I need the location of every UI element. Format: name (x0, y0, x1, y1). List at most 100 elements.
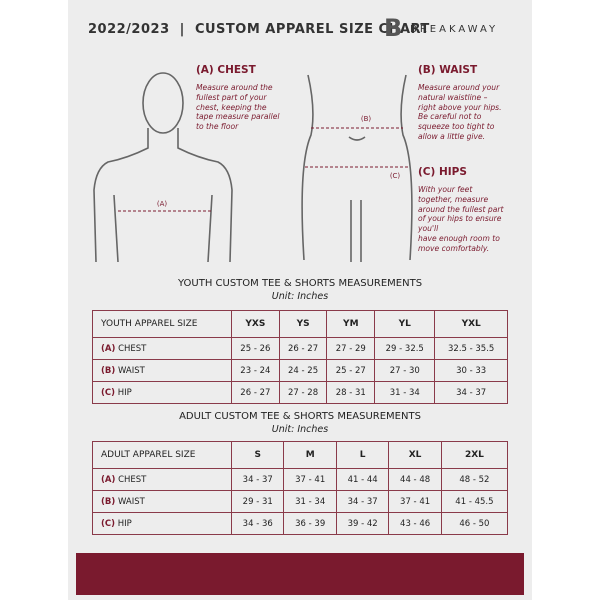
adult-table: ADULT APPAREL SIZE S M L XL 2XL (A) CHEST 34 - … (92, 441, 509, 535)
description-line: natural waistline – (418, 92, 488, 102)
chest-description: Measure around the fullest part of your ch… (196, 83, 280, 132)
row-name: CHEST (118, 343, 147, 354)
size-value: 34 - 37 (456, 387, 487, 398)
title: 2022/2023 | CUSTOM APPAREL SIZE CHART (88, 22, 430, 37)
size-row: (A) CHEST 34 - 37 37 - 41 41 - 44 44 - 48 48 … (92, 468, 509, 491)
waist-marker: (B) (361, 115, 372, 123)
size-value: 27 - 30 (389, 365, 420, 376)
logo-letter: B (384, 14, 403, 42)
size-cell: 32.5 - 35.5 (434, 337, 508, 360)
size-value: 46 - 50 (459, 518, 490, 529)
sheet: 2022/2023 | CUSTOM APPAREL SIZE CHART B … (68, 0, 532, 600)
waist-title: (B) WAIST (418, 64, 478, 76)
size-cell: 31 - 34 (283, 490, 337, 513)
header-cell: XL (388, 441, 442, 469)
size-row: (A) CHEST 25 - 26 26 - 27 27 - 29 29 - 32.5 3… (92, 337, 508, 360)
header-cell: L (335, 441, 390, 469)
figures: (A) (B) (C) (93, 72, 413, 263)
row-code: (A) (101, 474, 116, 485)
size-value: 44 - 48 (400, 474, 431, 485)
size-value: 26 - 27 (288, 343, 319, 354)
header-cell: ADULT APPAREL SIZE (92, 441, 232, 469)
size-cell: 39 - 42 (335, 512, 390, 535)
description-line: Be careful not to (418, 112, 482, 122)
youth-unit: Unit: Inches (271, 291, 329, 302)
size-cell: 36 - 39 (283, 512, 337, 535)
size-value: 41 - 45.5 (455, 496, 494, 507)
size-value: 26 - 27 (240, 387, 271, 398)
adult-unit: Unit: Inches (271, 424, 329, 435)
row-label: (A) CHEST (92, 468, 232, 491)
hips-description: With your feet together, measure around th… (418, 185, 503, 254)
header-cell: YM (326, 310, 376, 338)
description-line: have enough room to (418, 233, 500, 243)
header-text: 2XL (464, 450, 484, 460)
size-row: (B) WAIST 23 - 24 24 - 25 25 - 27 27 - 30 30 … (92, 359, 508, 382)
header-text: YXL (461, 319, 481, 329)
header-cell: YL (374, 310, 436, 338)
size-cell: 41 - 44 (335, 468, 390, 491)
size-row: (C) HIP 26 - 27 27 - 28 28 - 31 31 - 34 34 - … (92, 381, 508, 404)
size-cell: 27 - 30 (374, 359, 436, 382)
hip-marker: (C) (390, 172, 401, 180)
header-text: S (254, 450, 261, 460)
description-line: move comfortably. (418, 243, 490, 253)
size-value: 29 - 31 (242, 496, 273, 507)
size-value: 43 - 46 (400, 518, 431, 529)
row-label: (C) HIP (92, 512, 232, 535)
row-label: (B) WAIST (92, 359, 232, 382)
size-value: 28 - 31 (335, 387, 366, 398)
size-row: (B) WAIST 29 - 31 31 - 34 34 - 37 37 - 41 41 … (92, 490, 509, 513)
header-row: YOUTH APPAREL SIZE YXS YS YM YL YXL (92, 310, 508, 338)
description-line: squeeze too tight to (418, 122, 495, 132)
row-label: (C) HIP (92, 381, 232, 404)
size-cell: 24 - 25 (278, 359, 328, 382)
size-cell: 29 - 31 (230, 490, 285, 513)
chest-marker: (A) (157, 200, 168, 208)
size-cell: 25 - 26 (231, 337, 280, 360)
size-cell: 30 - 33 (434, 359, 508, 382)
size-value: 48 - 52 (459, 474, 490, 485)
row-name: WAIST (117, 365, 145, 376)
size-cell: 34 - 37 (335, 490, 390, 513)
description-line: tape measure parallel (196, 112, 280, 122)
size-value: 27 - 29 (335, 343, 366, 354)
adult-title: ADULT CUSTOM TEE & SHORTS MEASUREMENTS (179, 411, 421, 422)
size-value: 36 - 39 (295, 518, 326, 529)
size-cell: 44 - 48 (388, 468, 442, 491)
header-text: L (359, 450, 366, 460)
size-value: 32.5 - 35.5 (448, 343, 495, 354)
size-value: 37 - 41 (295, 474, 326, 485)
header-cell: 2XL (440, 441, 509, 469)
row-name: HIP (117, 518, 132, 529)
header-text: YXS (245, 319, 266, 329)
size-value: 31 - 34 (389, 387, 420, 398)
size-cell: 48 - 52 (440, 468, 509, 491)
description-line: chest, keeping the (196, 102, 267, 112)
size-value: 24 - 25 (288, 365, 319, 376)
header-cell: YOUTH APPAREL SIZE (92, 310, 232, 338)
description-line: With your feet (418, 185, 473, 194)
size-cell: 29 - 32.5 (374, 337, 436, 360)
description-line: around the fullest part (418, 204, 504, 214)
size-cell: 31 - 34 (374, 381, 436, 404)
size-value: 41 - 44 (347, 474, 378, 485)
youth-title: YOUTH CUSTOM TEE & SHORTS MEASUREMENTS (177, 278, 423, 289)
row-label: (B) WAIST (92, 490, 232, 513)
header-cell: M (283, 441, 337, 469)
size-cell: 27 - 29 (326, 337, 376, 360)
size-value: 30 - 33 (456, 365, 487, 376)
size-value: 23 - 24 (240, 365, 271, 376)
size-cell: 27 - 28 (278, 381, 328, 404)
row-code: (A) (101, 343, 116, 354)
logo-text: BREAKAWAY (410, 24, 499, 35)
size-cell: 37 - 41 (388, 490, 442, 513)
description-line: of your hips to ensure (418, 214, 502, 224)
size-cell: 34 - 37 (434, 381, 508, 404)
hips-title: (C) HIPS (418, 166, 467, 178)
youth-table: YOUTH APPAREL SIZE YXS YS YM YL YXL (A) CHEST 2… (92, 310, 508, 404)
header-text: ADULT APPAREL SIZE (101, 450, 196, 460)
row-code: (B) (101, 365, 116, 376)
size-cell: 26 - 27 (278, 337, 328, 360)
chest-title: (A) CHEST (196, 64, 256, 76)
